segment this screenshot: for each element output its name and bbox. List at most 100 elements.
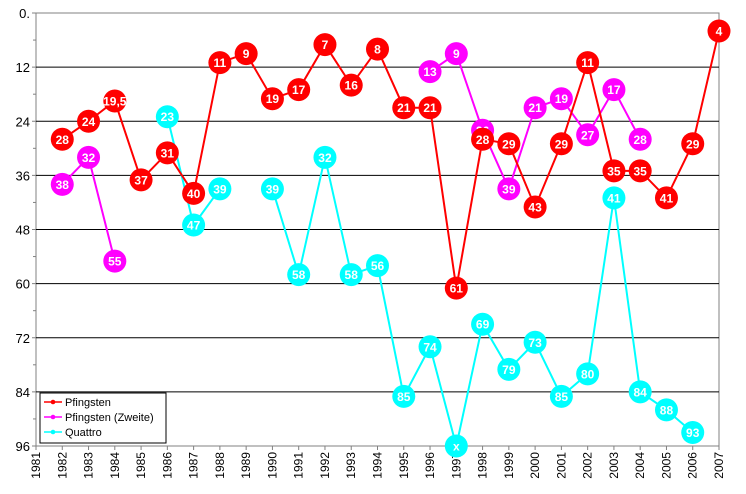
- data-point-quattro: [260, 177, 284, 201]
- data-label-quattro: 85: [397, 390, 411, 404]
- data-point-quattro: [444, 434, 468, 458]
- data-label-pfingsten: 40: [187, 187, 201, 201]
- legend-label-pfingsten: Pfingsten: [65, 397, 111, 409]
- data-label-quattro: 73: [528, 336, 542, 350]
- data-point-pfingsten-zweite: [50, 172, 74, 196]
- data-point-pfingsten: [339, 73, 363, 97]
- data-label-pfingsten-zweite: 55: [108, 255, 122, 269]
- x-tick-label: 1997: [449, 452, 463, 479]
- data-label-pfingsten: 24: [82, 115, 96, 129]
- y-tick-label: 36: [16, 168, 30, 183]
- data-point-quattro: [576, 362, 600, 386]
- data-label-pfingsten: 7: [322, 38, 329, 52]
- data-label-quattro: 39: [213, 182, 227, 196]
- x-tick-label: 1988: [213, 452, 227, 479]
- data-label-pfingsten-zweite: 21: [528, 101, 542, 115]
- x-tick-label: 1994: [371, 452, 385, 479]
- data-point-pfingsten: [103, 89, 127, 113]
- x-tick-label: 1984: [108, 452, 122, 479]
- data-point-pfingsten: [50, 127, 74, 151]
- data-point-pfingsten: [287, 78, 311, 102]
- data-point-pfingsten-zweite: [497, 177, 521, 201]
- y-tick-label: 84: [16, 385, 30, 400]
- data-point-quattro: [471, 312, 495, 336]
- data-point-pfingsten: [234, 42, 258, 66]
- data-label-quattro: 56: [371, 259, 385, 273]
- data-label-pfingsten-zweite: 27: [581, 128, 595, 142]
- data-point-pfingsten: [707, 19, 731, 43]
- data-label-pfingsten: 19,5: [103, 94, 127, 108]
- data-point-pfingsten: [628, 159, 652, 183]
- data-label-quattro: 80: [581, 367, 595, 381]
- data-label-pfingsten: 28: [56, 133, 70, 147]
- data-point-pfingsten: [313, 33, 337, 57]
- data-point-pfingsten-zweite: [549, 87, 573, 111]
- data-label-pfingsten-zweite: 19: [555, 92, 569, 106]
- data-label-pfingsten: 16: [345, 79, 359, 93]
- data-point-quattro: [497, 357, 521, 381]
- data-label-pfingsten: 21: [397, 101, 411, 115]
- data-point-pfingsten: [129, 168, 153, 192]
- data-label-quattro: 23: [161, 110, 175, 124]
- data-point-pfingsten-zweite: [103, 249, 127, 273]
- x-tick-label: 1989: [239, 452, 253, 479]
- x-tick-label: 1991: [292, 452, 306, 479]
- data-label-quattro: 69: [476, 318, 490, 332]
- y-tick-label: 72: [16, 331, 30, 346]
- data-label-quattro: 47: [187, 218, 201, 232]
- data-label-pfingsten: 29: [555, 137, 569, 151]
- x-tick-label: 1995: [397, 452, 411, 479]
- legend: Pfingsten Pfingsten (Zweite) Quattro: [39, 392, 167, 444]
- data-point-pfingsten-zweite: [576, 123, 600, 147]
- data-point-pfingsten-zweite: [523, 96, 547, 120]
- data-point-pfingsten-zweite: [628, 127, 652, 151]
- data-label-pfingsten: 11: [214, 56, 227, 70]
- data-point-pfingsten: [182, 181, 206, 205]
- data-label-pfingsten: 28: [476, 133, 490, 147]
- legend-marker-pfingsten-zweite: [50, 414, 56, 420]
- data-label-pfingsten-zweite: 39: [502, 182, 516, 196]
- data-point-pfingsten-zweite: [77, 145, 101, 169]
- data-point-pfingsten: [523, 195, 547, 219]
- data-label-pfingsten: 35: [607, 164, 621, 178]
- legend-label-quattro: Quattro: [65, 427, 102, 439]
- x-tick-label: 1987: [187, 452, 201, 479]
- data-point-quattro: [366, 254, 389, 278]
- data-point-pfingsten: [260, 87, 284, 111]
- y-tick-label: 48: [16, 223, 30, 238]
- data-point-quattro: [549, 384, 573, 408]
- data-label-pfingsten-zweite: 13: [423, 65, 437, 79]
- x-tick-label: 1996: [423, 452, 437, 479]
- data-label-quattro: 85: [555, 390, 569, 404]
- x-tick-label: 2004: [633, 452, 647, 479]
- data-point-quattro: [681, 420, 705, 444]
- data-label-pfingsten-zweite: 32: [82, 151, 96, 165]
- data-label-pfingsten: 17: [292, 83, 306, 97]
- x-axis: 1981 1982 1983 1984 1985 1986 1987 1988 1989 1990…: [29, 446, 726, 479]
- data-label-pfingsten: 11: [581, 56, 594, 70]
- data-point-pfingsten: [444, 276, 468, 300]
- data-label-quattro: 93: [686, 426, 700, 440]
- data-point-quattro: [523, 330, 547, 354]
- data-label-pfingsten: 9: [243, 47, 250, 61]
- legend-marker-pfingsten: [50, 399, 56, 405]
- data-point-pfingsten: [471, 127, 495, 151]
- data-label-quattro: x: [453, 440, 460, 454]
- data-label-quattro: 88: [660, 403, 674, 417]
- data-label-quattro: 58: [345, 268, 359, 282]
- x-tick-label: 2003: [607, 452, 621, 479]
- x-tick-label: 1981: [29, 452, 43, 479]
- data-point-quattro: [654, 398, 678, 422]
- data-label-pfingsten: 35: [634, 164, 648, 178]
- data-label-pfingsten: 61: [450, 282, 464, 296]
- data-point-quattro: [418, 335, 442, 359]
- x-tick-label: 1999: [502, 452, 516, 479]
- legend-label-pfingsten-zweite: Pfingsten (Zweite): [65, 412, 154, 424]
- y-tick-label: 24: [16, 114, 30, 129]
- data-label-pfingsten: 4: [716, 25, 723, 39]
- data-point-pfingsten: [366, 37, 389, 61]
- data-label-quattro: 79: [502, 363, 516, 377]
- data-point-quattro: [392, 384, 416, 408]
- data-point-pfingsten: [392, 96, 416, 120]
